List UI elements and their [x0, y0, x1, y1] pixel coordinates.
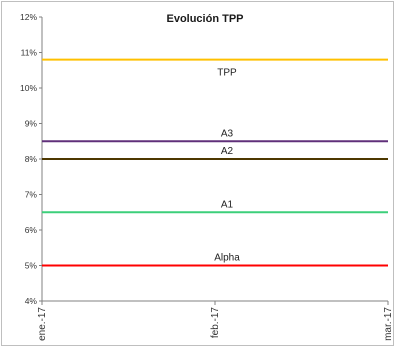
- y-tick-label: 4%: [25, 296, 38, 306]
- x-tick-label: ene.-17: [37, 307, 48, 341]
- series-label-a1: A1: [221, 199, 234, 210]
- series-label-a2: A2: [221, 146, 234, 157]
- x-axis: ene.-17 feb.-17 mar.-17: [37, 300, 394, 341]
- y-tick-label: 8%: [25, 154, 38, 164]
- y-axis: 4% 5% 6% 7% 8% 9% 10% 11% 12%: [20, 12, 43, 306]
- x-tick-label: feb.-17: [210, 307, 221, 339]
- chart-title: Evolución TPP: [166, 13, 243, 25]
- y-tick-label: 5%: [25, 261, 38, 271]
- y-tick-label: 12%: [20, 12, 37, 22]
- series-label-a3: A3: [221, 128, 234, 139]
- y-tick-label: 10%: [20, 83, 37, 93]
- series-label-tpp: TPP: [217, 68, 237, 79]
- series-layer: TPP A3 A2 A1 Alpha: [42, 58, 388, 267]
- y-tick-label: 7%: [25, 190, 38, 200]
- x-tick-label: mar.-17: [383, 307, 394, 341]
- y-tick-label: 11%: [21, 48, 38, 58]
- y-tick-label: 6%: [25, 225, 38, 235]
- series-label-alpha: Alpha: [214, 253, 240, 264]
- y-tick-label: 9%: [25, 119, 38, 129]
